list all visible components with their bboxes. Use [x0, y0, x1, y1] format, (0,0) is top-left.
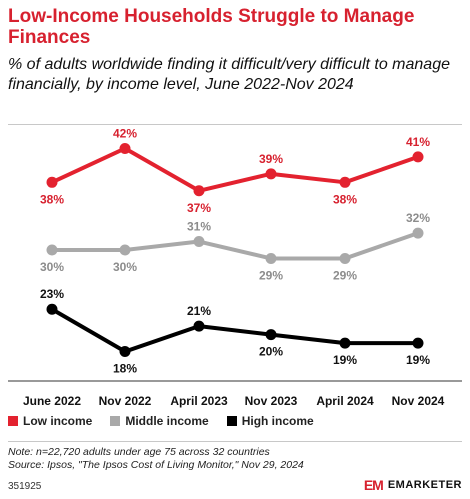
source-text: Source: Ipsos, "The Ipsos Cost of Living… [8, 459, 304, 471]
data-label-2-3: 20% [259, 345, 283, 359]
chart-title: Low-Income Households Struggle to Manage… [8, 6, 415, 48]
data-label-0-2: 37% [187, 201, 211, 215]
data-label-0-1: 42% [113, 126, 137, 140]
legend-item-middle: Middle income [110, 414, 209, 428]
data-label-1-2: 31% [187, 220, 211, 234]
x-tick-label-1: Nov 2022 [99, 394, 152, 408]
data-point-0-5 [412, 151, 424, 163]
chart-id: 351925 [8, 481, 42, 492]
legend: Low income Middle income High income [8, 414, 314, 428]
data-label-1-4: 29% [333, 268, 357, 282]
series-line-0 [51, 146, 419, 193]
data-point-1-4 [339, 252, 351, 264]
data-point-2-3 [265, 329, 277, 341]
data-label-1-1: 30% [113, 260, 137, 274]
x-tick-label-2: April 2023 [170, 394, 228, 408]
data-point-1-1 [119, 244, 131, 256]
series-line-1 [52, 231, 419, 261]
legend-item-high: High income [226, 414, 314, 428]
data-label-0-3: 39% [259, 152, 283, 166]
legend-swatch-middle [110, 416, 121, 426]
legend-label-high: High income [241, 414, 314, 428]
legend-swatch-high [226, 416, 237, 426]
x-tick-label-0: June 2022 [23, 394, 81, 408]
brand-logo: EM EMARKETER [364, 477, 462, 493]
top-divider [8, 124, 462, 125]
data-point-0-0 [46, 176, 58, 188]
data-label-2-0: 23% [40, 287, 64, 301]
data-label-1-5: 32% [406, 211, 430, 225]
data-point-1-3 [265, 252, 277, 264]
data-label-2-2: 21% [187, 304, 211, 318]
data-label-2-5: 19% [406, 353, 430, 367]
x-tick-label-5: Nov 2024 [392, 394, 445, 408]
data-label-2-4: 19% [333, 353, 357, 367]
data-point-2-1 [119, 346, 131, 358]
data-label-1-0: 30% [40, 260, 64, 274]
brand-mark-icon: EM [363, 477, 384, 493]
series-line-2 [50, 307, 418, 354]
data-point-0-3 [265, 168, 277, 180]
legend-label-middle: Middle income [125, 414, 209, 428]
data-point-1-0 [46, 244, 58, 256]
note-text: Note: n=22,720 adults under age 75 acros… [8, 446, 270, 458]
bottom-divider [8, 441, 462, 442]
data-point-2-2 [193, 320, 205, 332]
data-point-1-5 [412, 227, 424, 239]
legend-item-low: Low income [8, 414, 92, 428]
data-label-0-4: 38% [333, 192, 357, 206]
x-tick-label-3: Nov 2023 [245, 394, 298, 408]
data-point-0-1 [119, 142, 131, 154]
data-label-0-0: 38% [40, 192, 64, 206]
data-point-2-5 [412, 337, 424, 349]
data-label-2-1: 18% [113, 362, 137, 376]
notes: Note: n=22,720 adults under age 75 acros… [8, 446, 460, 472]
legend-label-low: Low income [23, 414, 93, 428]
brand-name: EMARKETER [387, 479, 462, 491]
data-point-2-4 [339, 337, 351, 349]
line-chart: 38% 42% 37% 39% 38% 41% 30% 30% 31% 29% 29% 32% 23% 1… [8, 126, 462, 408]
data-point-1-2 [193, 236, 205, 248]
x-tick-label-4: April 2024 [316, 394, 374, 408]
data-point-2-0 [46, 303, 58, 315]
data-point-0-4 [339, 176, 351, 188]
data-label-1-3: 29% [259, 268, 283, 282]
chart-subtitle: % of adults worldwide finding it difficu… [8, 56, 450, 93]
legend-swatch-low [8, 416, 18, 426]
data-label-0-5: 41% [406, 135, 430, 149]
data-point-0-2 [193, 185, 205, 197]
